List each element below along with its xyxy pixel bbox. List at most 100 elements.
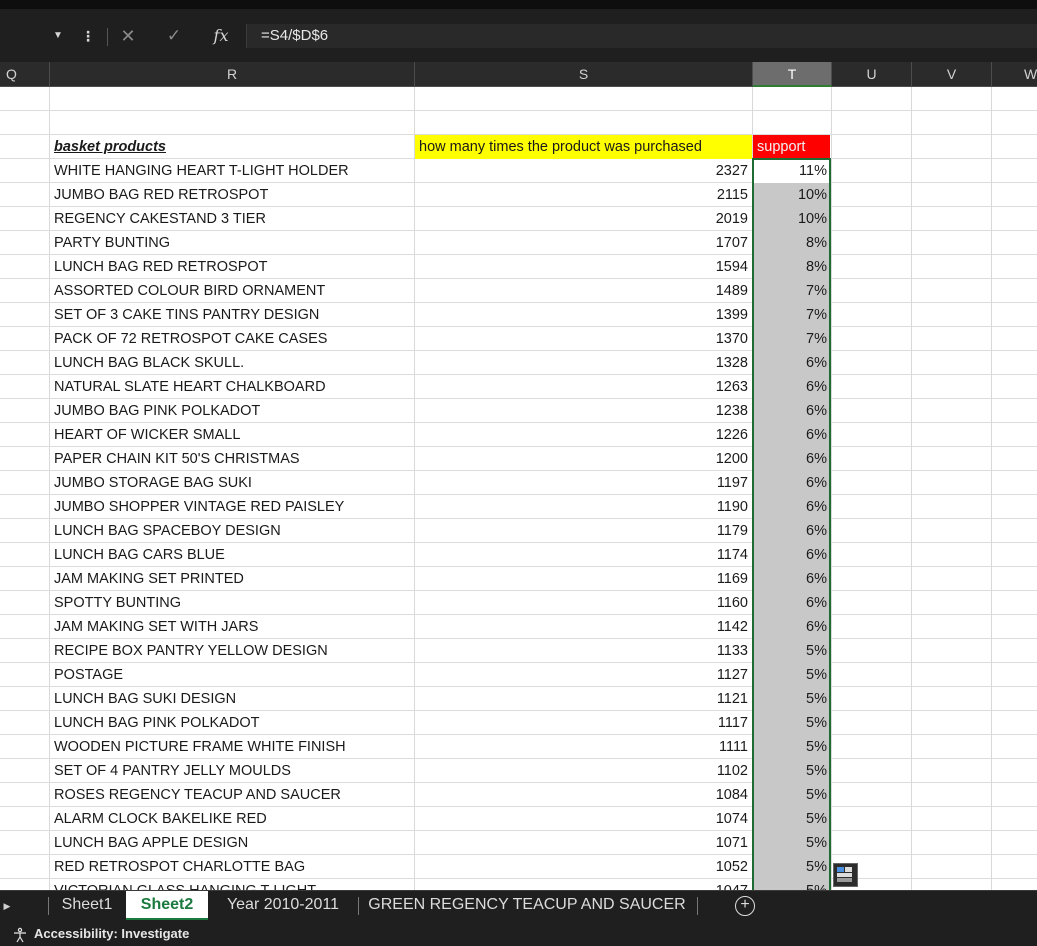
table-row-product[interactable]: RED RETROSPOT CHARLOTTE BAG [54, 859, 306, 875]
table-row-support[interactable]: 5% [753, 783, 830, 807]
table-row-product[interactable]: LUNCH BAG CARS BLUE [54, 547, 225, 563]
table-row-support[interactable]: 5% [753, 639, 830, 663]
add-sheet-button[interactable]: + [735, 896, 755, 916]
table-row-product[interactable]: LUNCH BAG RED RETROSPOT [54, 259, 268, 275]
table-row-count[interactable]: 1111 [718, 739, 748, 755]
header-purchase-count[interactable]: how many times the product was purchased [415, 135, 752, 159]
table-row-count[interactable]: 1594 [715, 259, 748, 275]
table-row-count[interactable]: 1084 [715, 787, 748, 803]
table-row-product[interactable]: PACK OF 72 RETROSPOT CAKE CASES [54, 331, 328, 347]
table-row-support[interactable]: 5% [753, 663, 830, 687]
table-row-support[interactable]: 8% [753, 255, 830, 279]
table-row-count[interactable]: 1121 [716, 691, 748, 707]
table-row-count[interactable]: 1160 [716, 595, 748, 611]
table-row-support[interactable]: 6% [753, 543, 830, 567]
table-row-support[interactable]: 6% [753, 519, 830, 543]
header-basket-products[interactable]: basket products [54, 139, 166, 155]
accessibility-icon[interactable] [12, 927, 28, 943]
table-row-product[interactable]: WOODEN PICTURE FRAME WHITE FINISH [54, 739, 346, 755]
table-row-count[interactable]: 1133 [716, 643, 748, 659]
name-box-dropdown-icon[interactable]: ▼ [53, 30, 63, 41]
spreadsheet-grid[interactable]: basket products how many times the produ… [0, 87, 1037, 890]
table-row-count[interactable]: 1117 [717, 715, 748, 731]
column-header-w[interactable]: W [992, 62, 1037, 87]
table-row-product[interactable]: POSTAGE [54, 667, 124, 683]
table-row-product[interactable]: LUNCH BAG PINK POLKADOT [54, 715, 260, 731]
table-row-product[interactable]: JAM MAKING SET WITH JARS [54, 619, 259, 635]
table-row-count[interactable]: 1179 [716, 523, 748, 539]
table-row-count[interactable]: 2327 [715, 163, 748, 179]
table-row-product[interactable]: LUNCH BAG APPLE DESIGN [54, 835, 249, 851]
table-row-support[interactable]: 6% [753, 399, 830, 423]
accessibility-status[interactable]: Accessibility: Investigate [34, 926, 190, 941]
table-row-support[interactable]: 7% [753, 327, 830, 351]
table-row-product[interactable]: JUMBO SHOPPER VINTAGE RED PAISLEY [54, 499, 345, 515]
table-row-count[interactable]: 1169 [716, 571, 748, 587]
table-row-support[interactable]: 6% [753, 351, 830, 375]
table-row-support[interactable]: 6% [753, 615, 830, 639]
table-row-support[interactable]: 8% [753, 231, 830, 255]
table-row-product[interactable]: JUMBO BAG RED RETROSPOT [54, 187, 269, 203]
table-row-count[interactable]: 1190 [716, 499, 748, 515]
tab-green-regency-teacup[interactable]: GREEN REGENCY TEACUP AND SAUCER [362, 891, 692, 920]
table-row-count[interactable]: 1370 [715, 331, 748, 347]
active-cell-support[interactable]: 11% [753, 159, 830, 183]
table-row-support[interactable]: 7% [753, 279, 830, 303]
column-header-t[interactable]: T [753, 62, 832, 87]
table-row-support[interactable]: 5% [753, 855, 830, 879]
table-row-support[interactable]: 6% [753, 495, 830, 519]
table-row-product[interactable]: JUMBO BAG PINK POLKADOT [54, 403, 261, 419]
table-row-product[interactable]: ASSORTED COLOUR BIRD ORNAMENT [54, 283, 326, 299]
table-row-count[interactable]: 1174 [716, 547, 748, 563]
table-row-count[interactable]: 1127 [716, 667, 748, 683]
quick-analysis-icon[interactable] [833, 863, 858, 887]
table-row-support[interactable]: 6% [753, 591, 830, 615]
table-row-count[interactable]: 1263 [715, 379, 748, 395]
table-row-product[interactable]: PAPER CHAIN KIT 50'S CHRISTMAS [54, 451, 300, 467]
table-row-count[interactable]: 1142 [716, 619, 748, 635]
table-row-count[interactable]: 2115 [716, 187, 748, 203]
table-row-support[interactable]: 5% [753, 711, 830, 735]
table-row-product[interactable]: REGENCY CAKESTAND 3 TIER [54, 211, 266, 227]
table-row-support[interactable]: 5% [753, 831, 830, 855]
table-row-product[interactable]: PARTY BUNTING [54, 235, 171, 251]
table-row-count[interactable]: 1200 [715, 451, 748, 467]
table-row-product[interactable]: JAM MAKING SET PRINTED [54, 571, 244, 587]
column-header-q[interactable]: Q [0, 62, 50, 87]
table-row-support[interactable]: 6% [753, 567, 830, 591]
table-row-product[interactable]: ROSES REGENCY TEACUP AND SAUCER [54, 787, 341, 803]
table-row-count[interactable]: 1197 [716, 475, 748, 491]
table-row-count[interactable]: 1399 [715, 307, 748, 323]
enter-formula-icon[interactable]: ✓ [166, 26, 182, 45]
tab-sheet1[interactable]: Sheet1 [52, 891, 122, 920]
table-row-support[interactable]: 10% [753, 183, 830, 207]
table-row-product[interactable]: WHITE HANGING HEART T-LIGHT HOLDER [54, 163, 349, 179]
tab-sheet2[interactable]: Sheet2 [126, 891, 208, 920]
table-row-product[interactable]: HEART OF WICKER SMALL [54, 427, 241, 443]
table-row-support[interactable]: 5% [753, 807, 830, 831]
table-row-product[interactable]: LUNCH BAG SPACEBOY DESIGN [54, 523, 281, 539]
formula-input[interactable]: =S4/$D$6 [246, 24, 1037, 48]
cut-off-row-count[interactable]: 1047 [415, 879, 752, 890]
table-row-product[interactable]: JUMBO STORAGE BAG SUKI [54, 475, 252, 491]
table-row-product[interactable]: NATURAL SLATE HEART CHALKBOARD [54, 379, 326, 395]
insert-function-button[interactable]: fx [206, 24, 236, 48]
column-header-u[interactable]: U [832, 62, 912, 87]
table-row-support[interactable]: 5% [753, 687, 830, 711]
table-row-support[interactable]: 5% [753, 735, 830, 759]
cut-off-row-support[interactable]: 5% [753, 879, 830, 890]
more-options-icon[interactable]: ⋮ [81, 28, 95, 44]
header-support[interactable]: support [753, 135, 830, 159]
table-row-count[interactable]: 1074 [715, 811, 748, 827]
cancel-formula-icon[interactable]: ✕ [120, 26, 136, 46]
table-row-product[interactable]: SET OF 3 CAKE TINS PANTRY DESIGN [54, 307, 320, 323]
table-row-count[interactable]: 1489 [715, 283, 748, 299]
table-row-count[interactable]: 2019 [715, 211, 748, 227]
table-row-support[interactable]: 6% [753, 471, 830, 495]
table-row-support[interactable]: 6% [753, 423, 830, 447]
table-row-support[interactable]: 5% [753, 759, 830, 783]
table-row-product[interactable]: RECIPE BOX PANTRY YELLOW DESIGN [54, 643, 328, 659]
column-header-s[interactable]: S [415, 62, 753, 87]
table-row-count[interactable]: 1052 [715, 859, 748, 875]
table-row-count[interactable]: 1238 [715, 403, 748, 419]
